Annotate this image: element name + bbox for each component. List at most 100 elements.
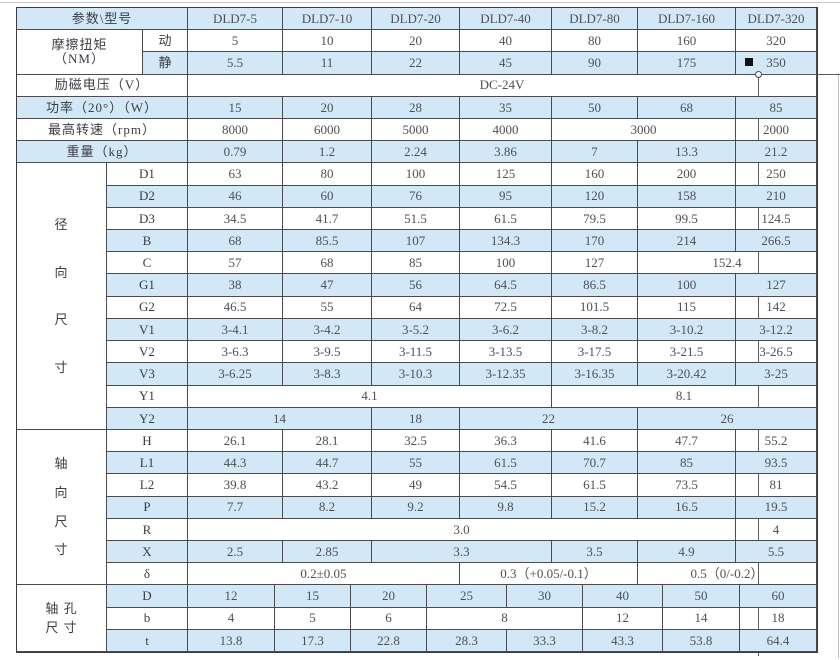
cell-C-3: 100 [460,252,552,275]
page-right-edge-line [838,73,839,658]
cell-L2-3: 54.5 [460,474,552,497]
cell-header-1: DLD7-10 [283,8,372,31]
cell-delta-1: 0.3（+0.05/-0.1） [460,563,638,586]
row-label-header: 参数\型号 [17,8,188,31]
cell-L2-1: 43.2 [283,474,372,497]
annotation-horizontal-line [759,74,840,76]
cell-B-1: 85.5 [283,230,372,253]
cell-power-5: 68 [638,96,736,120]
cell-H-3: 36.3 [460,429,552,453]
row-label-weight: 重量（kg） [17,141,188,164]
cell-header-2: DLD7-20 [372,8,460,31]
cell-C-4: 127 [552,252,638,275]
cell-bore-t-3: 28.3 [427,629,507,652]
cell-D3-2: 51.5 [372,207,460,231]
cell-delta-0: 0.2±0.05 [188,563,460,586]
cell-speed-5: 2000 [736,119,817,142]
selection-grip-circle-icon[interactable] [755,71,762,78]
cell-B-0: 68 [188,230,283,253]
row-sublabel-P: P [107,496,188,519]
row-sublabel-B: B [107,230,188,253]
cell-weight-4: 7 [552,141,638,164]
cell-torque-dynamic-1: 10 [283,30,372,53]
cell-V3-3: 3-12.35 [460,363,552,386]
cell-D1-4: 160 [552,163,638,186]
axial-group-label-char: 尺 [54,513,69,529]
cell-D2-4: 120 [552,185,638,208]
cell-header-4: DLD7-80 [552,8,638,31]
cell-power-3: 35 [460,96,552,120]
cell-bore-b-0: 4 [188,607,275,630]
cell-P-5: 16.5 [638,496,736,519]
cell-bore-b-5: 14 [663,607,740,630]
row-sublabel-G2: G2 [107,296,188,319]
cell-V2-3: 3-13.5 [460,341,552,364]
cell-speed-1: 6000 [283,119,372,142]
cell-H-4: 41.6 [552,429,638,453]
axial-group-label: 轴向尺寸 [17,429,107,586]
cell-R-0: 3.0 [188,518,736,541]
cell-torque-dynamic-6: 320 [736,30,817,53]
cell-V3-1: 3-8.3 [283,363,372,386]
cell-Y2-3: 26 [638,407,817,430]
cell-bore-b-1: 5 [275,607,351,630]
cell-V1-3: 3-6.2 [460,318,552,342]
cell-B-4: 170 [552,230,638,253]
cell-G2-4: 101.5 [552,296,638,319]
cell-torque-static-1: 11 [283,52,372,75]
cell-bore-D-4: 30 [507,585,583,608]
cell-D1-2: 100 [372,163,460,186]
cell-D1-5: 200 [638,163,736,186]
row-sublabel-L2: L2 [107,474,188,497]
cell-torque-static-4: 90 [552,52,638,75]
cell-D2-0: 46 [188,185,283,208]
radial-group-label-char: 向 [54,264,69,280]
cell-H-6: 55.2 [736,429,817,453]
cell-bore-t-4: 33.3 [507,629,583,652]
cell-V2-4: 3-17.5 [552,341,638,364]
cell-power-0: 15 [188,96,283,120]
cell-P-4: 15.2 [552,496,638,519]
cell-G1-3: 64.5 [460,274,552,297]
cell-bore-b-6: 18 [740,607,817,630]
cell-G2-5: 115 [638,296,736,319]
row-sublabel-H: H [107,429,188,453]
row-sublabel-C: C [107,252,188,275]
cell-speed-4: 3000 [552,119,736,142]
cell-L1-3: 61.5 [460,452,552,475]
cell-torque-static-0: 5.5 [188,52,283,75]
cell-speed-3: 4000 [460,119,552,142]
cell-weight-6: 21.2 [736,141,817,164]
cell-bore-D-3: 25 [427,585,507,608]
cell-V1-6: 3-12.2 [736,318,817,342]
cell-G2-1: 55 [283,296,372,319]
cell-V2-6: 3-26.5 [736,341,817,364]
cell-bore-D-5: 40 [583,585,663,608]
cell-header-3: DLD7-40 [460,8,552,31]
cell-Y2-0: 14 [188,407,372,430]
selection-grip-square-icon[interactable] [745,58,753,66]
bore-group-label-line: 尺 寸 [45,619,78,635]
cell-R-1: 4 [736,518,817,541]
cell-P-0: 7.7 [188,496,283,519]
cell-V1-5: 3-10.2 [638,318,736,342]
cell-Y2-1: 18 [372,407,460,430]
cell-G1-1: 47 [283,274,372,297]
cell-D2-5: 158 [638,185,736,208]
cell-bore-b-3: 8 [427,607,583,630]
row-sublabel-torque-static: 静 [143,52,188,75]
cell-bore-t-6: 53.8 [663,629,740,652]
radial-group-label-char: 径 [54,216,69,232]
cell-bore-b-2: 6 [351,607,427,630]
cell-P-2: 9.2 [372,496,460,519]
cell-D1-1: 80 [283,163,372,186]
radial-group-label-char: 尺 [54,312,69,328]
cell-G2-3: 72.5 [460,296,552,319]
cell-H-2: 32.5 [372,429,460,453]
cell-X-4: 4.9 [638,540,736,564]
cell-G1-0: 38 [188,274,283,297]
cell-X-1: 2.85 [283,540,372,564]
cell-bore-t-0: 13.8 [188,629,275,652]
row-label-voltage: 励磁电压（V） [17,74,188,97]
